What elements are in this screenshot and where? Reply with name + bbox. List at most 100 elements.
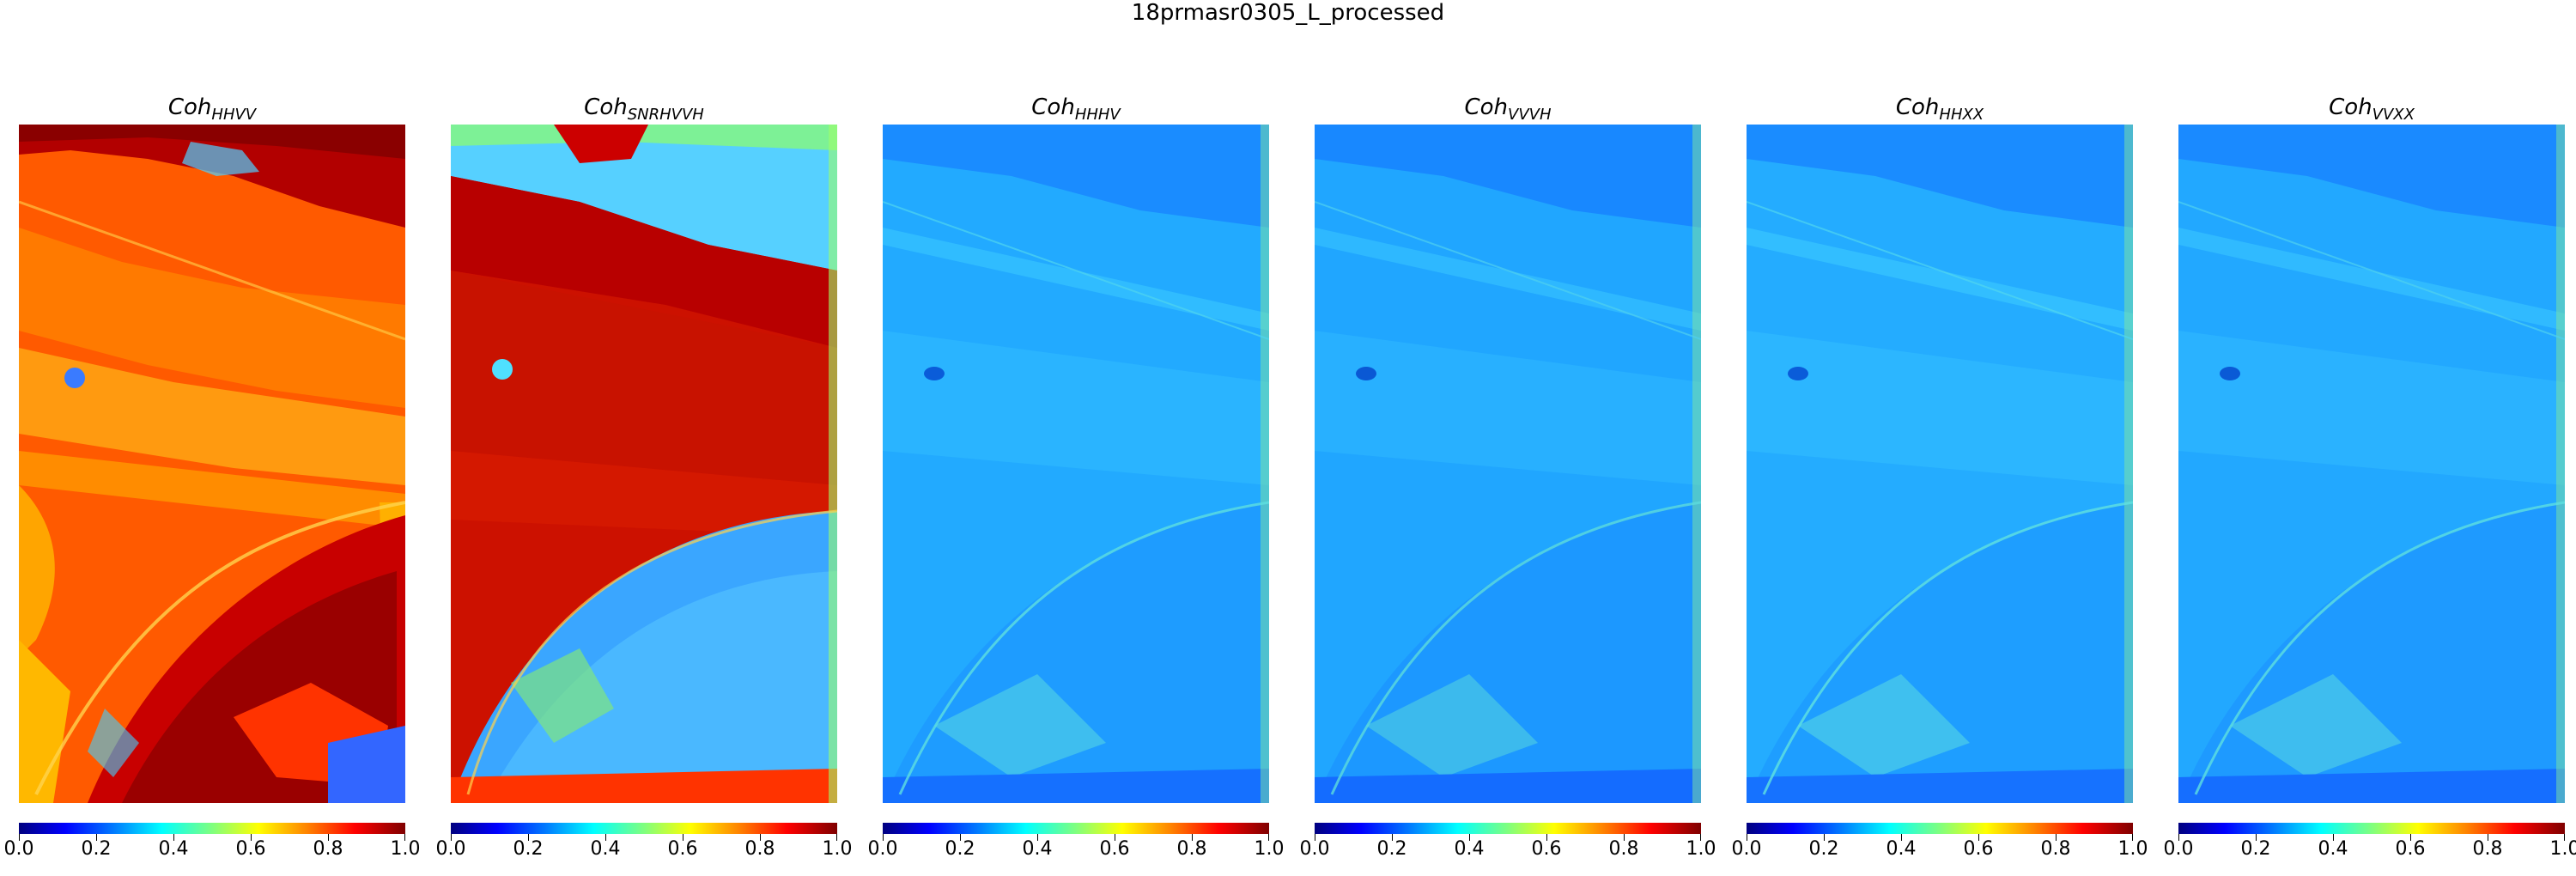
colorbar-tick-label: 1.0 (1686, 838, 1716, 860)
coherence-image (451, 125, 837, 803)
colorbar-tick (1392, 834, 1393, 841)
colorbar-tick (528, 834, 529, 841)
colorbar-tick-label: 0.6 (2395, 838, 2426, 860)
colorbar-tick (2333, 834, 2334, 841)
colorbar-tick (173, 834, 174, 841)
colorbar-tick-label: 0.6 (1531, 838, 1562, 860)
coherence-image (1315, 125, 1701, 803)
colorbar-tick-label: 0.6 (235, 838, 266, 860)
title-subscript: HHVV (211, 106, 257, 124)
colorbar-tick-label: 0.8 (744, 838, 775, 860)
colorbar-tick-label: 0.4 (1886, 838, 1917, 860)
coherence-map-hhhv (883, 125, 1269, 803)
coherence-map-hhxx (1747, 125, 2133, 803)
title-base: Coh (584, 94, 628, 120)
coherence-image (1747, 125, 2133, 803)
colorbar-tick-label: 0.6 (1963, 838, 1994, 860)
colorbar-tick (2256, 834, 2257, 841)
colorbar-tick (960, 834, 961, 841)
colorbar-tick (251, 834, 252, 841)
colorbar-tick-label: 0.6 (1099, 838, 1130, 860)
colorbar-tick (2410, 834, 2411, 841)
colorbar-tick (2178, 834, 2179, 841)
title-subscript: SNRHVVH (627, 106, 704, 124)
panel-coh-hhvv: CohHHVV 0.0 0.2 0.4 0. (4, 86, 421, 876)
colorbar-tick-label: 0.4 (158, 838, 189, 860)
panel-coh-snrhvvh: CohSNRHVVH 0.0 0.2 0.4 0.6 0.8 1.0 (436, 86, 853, 876)
coherence-map-snrhvvh (451, 125, 837, 803)
colorbar-tick (328, 834, 329, 841)
panel-coh-hhxx: CohHHXX 0.0 0.2 0.4 0.6 0.8 1.0 (1732, 86, 2148, 876)
title-subscript: HHXX (1939, 106, 1984, 124)
colorbar-tick (760, 834, 761, 841)
colorbar-tick-label: 1.0 (822, 838, 853, 860)
colorbar-tick-label: 0.4 (2318, 838, 2348, 860)
colorbar-tick (605, 834, 606, 841)
coherence-map-vvxx (2178, 125, 2565, 803)
colorbar-tick (1978, 834, 1979, 841)
colorbar-tick-label: 0.2 (513, 838, 544, 860)
colorbar-tick-label: 0.4 (1022, 838, 1053, 860)
coherence-image (883, 125, 1269, 803)
colorbar-tick-label: 1.0 (1254, 838, 1285, 860)
colorbar-tick-label: 0.2 (1808, 838, 1839, 860)
panel-title: CohHHVV (19, 94, 405, 128)
colorbar-tick (2132, 834, 2133, 841)
title-base: Coh (1031, 94, 1075, 120)
colorbar-tick-label: 0.8 (1608, 838, 1639, 860)
colorbar-tick-label: 0.2 (2240, 838, 2271, 860)
colorbar-tick (2056, 834, 2057, 841)
colorbar-tick-label: 0.2 (945, 838, 975, 860)
colorbar-tick (1624, 834, 1625, 841)
colorbar-tick-label: 0.0 (2163, 838, 2194, 860)
colorbar-tick (1037, 834, 1038, 841)
colorbar-tick-label: 0.4 (1454, 838, 1485, 860)
panel-coh-vvxx: CohVVXX 0.0 0.2 0.4 0.6 0.8 1.0 (2164, 86, 2576, 876)
colorbar-tick (1469, 834, 1470, 841)
colorbar-tick (883, 834, 884, 841)
title-base: Coh (1895, 94, 1940, 120)
colorbar-tick-label: 0.2 (81, 838, 112, 860)
colorbar (1747, 823, 2133, 834)
colorbar-tick-label: 0.0 (435, 838, 466, 860)
colorbar-tick (1824, 834, 1825, 841)
panel-title: CohHHHV (883, 94, 1269, 128)
colorbar-tick (1268, 834, 1269, 841)
colorbar-tick-label: 0.6 (667, 838, 698, 860)
title-base: Coh (2329, 94, 2372, 120)
coherence-map-hhvv (19, 125, 405, 803)
title-base: Coh (167, 94, 212, 120)
colorbar-tick (19, 834, 20, 841)
coherence-image (2178, 125, 2565, 803)
title-subscript: HHHV (1074, 106, 1121, 124)
colorbar-tick-label: 0.0 (867, 838, 898, 860)
colorbar-tick-label: 1.0 (390, 838, 421, 860)
colorbar (451, 823, 837, 834)
title-subscript: VVXX (2372, 106, 2415, 124)
colorbar-tick-label: 0.0 (1299, 838, 1330, 860)
colorbar-tick (836, 834, 837, 841)
colorbar (2178, 823, 2565, 834)
colorbar-tick-label: 1.0 (2549, 838, 2576, 860)
panel-coh-hhhv: CohHHHV 0.0 0.2 0.4 0.6 0.8 1.0 (868, 86, 1285, 876)
colorbar-tick-label: 0.2 (1376, 838, 1407, 860)
colorbar-tick-label: 0.0 (1731, 838, 1762, 860)
title-base: Coh (1464, 94, 1509, 120)
figure-title: 18prmasr0305_L_processed (1131, 0, 1445, 26)
colorbar-tick (1192, 834, 1193, 841)
panel-coh-vvvh: CohVVVH 0.0 0.2 0.4 0.6 0.8 1.0 (1300, 86, 1716, 876)
panel-title: CohHHXX (1747, 94, 2133, 128)
colorbar (883, 823, 1269, 834)
panel-title: CohVVXX (2178, 94, 2565, 128)
colorbar-tick-label: 0.8 (313, 838, 343, 860)
colorbar-tick-label: 0.0 (3, 838, 34, 860)
colorbar-tick-label: 0.8 (2040, 838, 2071, 860)
colorbar-tick-label: 0.8 (2472, 838, 2503, 860)
coherence-image (19, 125, 405, 803)
colorbar-tick (96, 834, 97, 841)
panel-title: CohVVVH (1315, 94, 1701, 128)
panel-title: CohSNRHVVH (451, 94, 837, 128)
colorbar-tick (404, 834, 405, 841)
colorbar-tick (2564, 834, 2565, 841)
colorbar-tick-label: 0.4 (590, 838, 621, 860)
